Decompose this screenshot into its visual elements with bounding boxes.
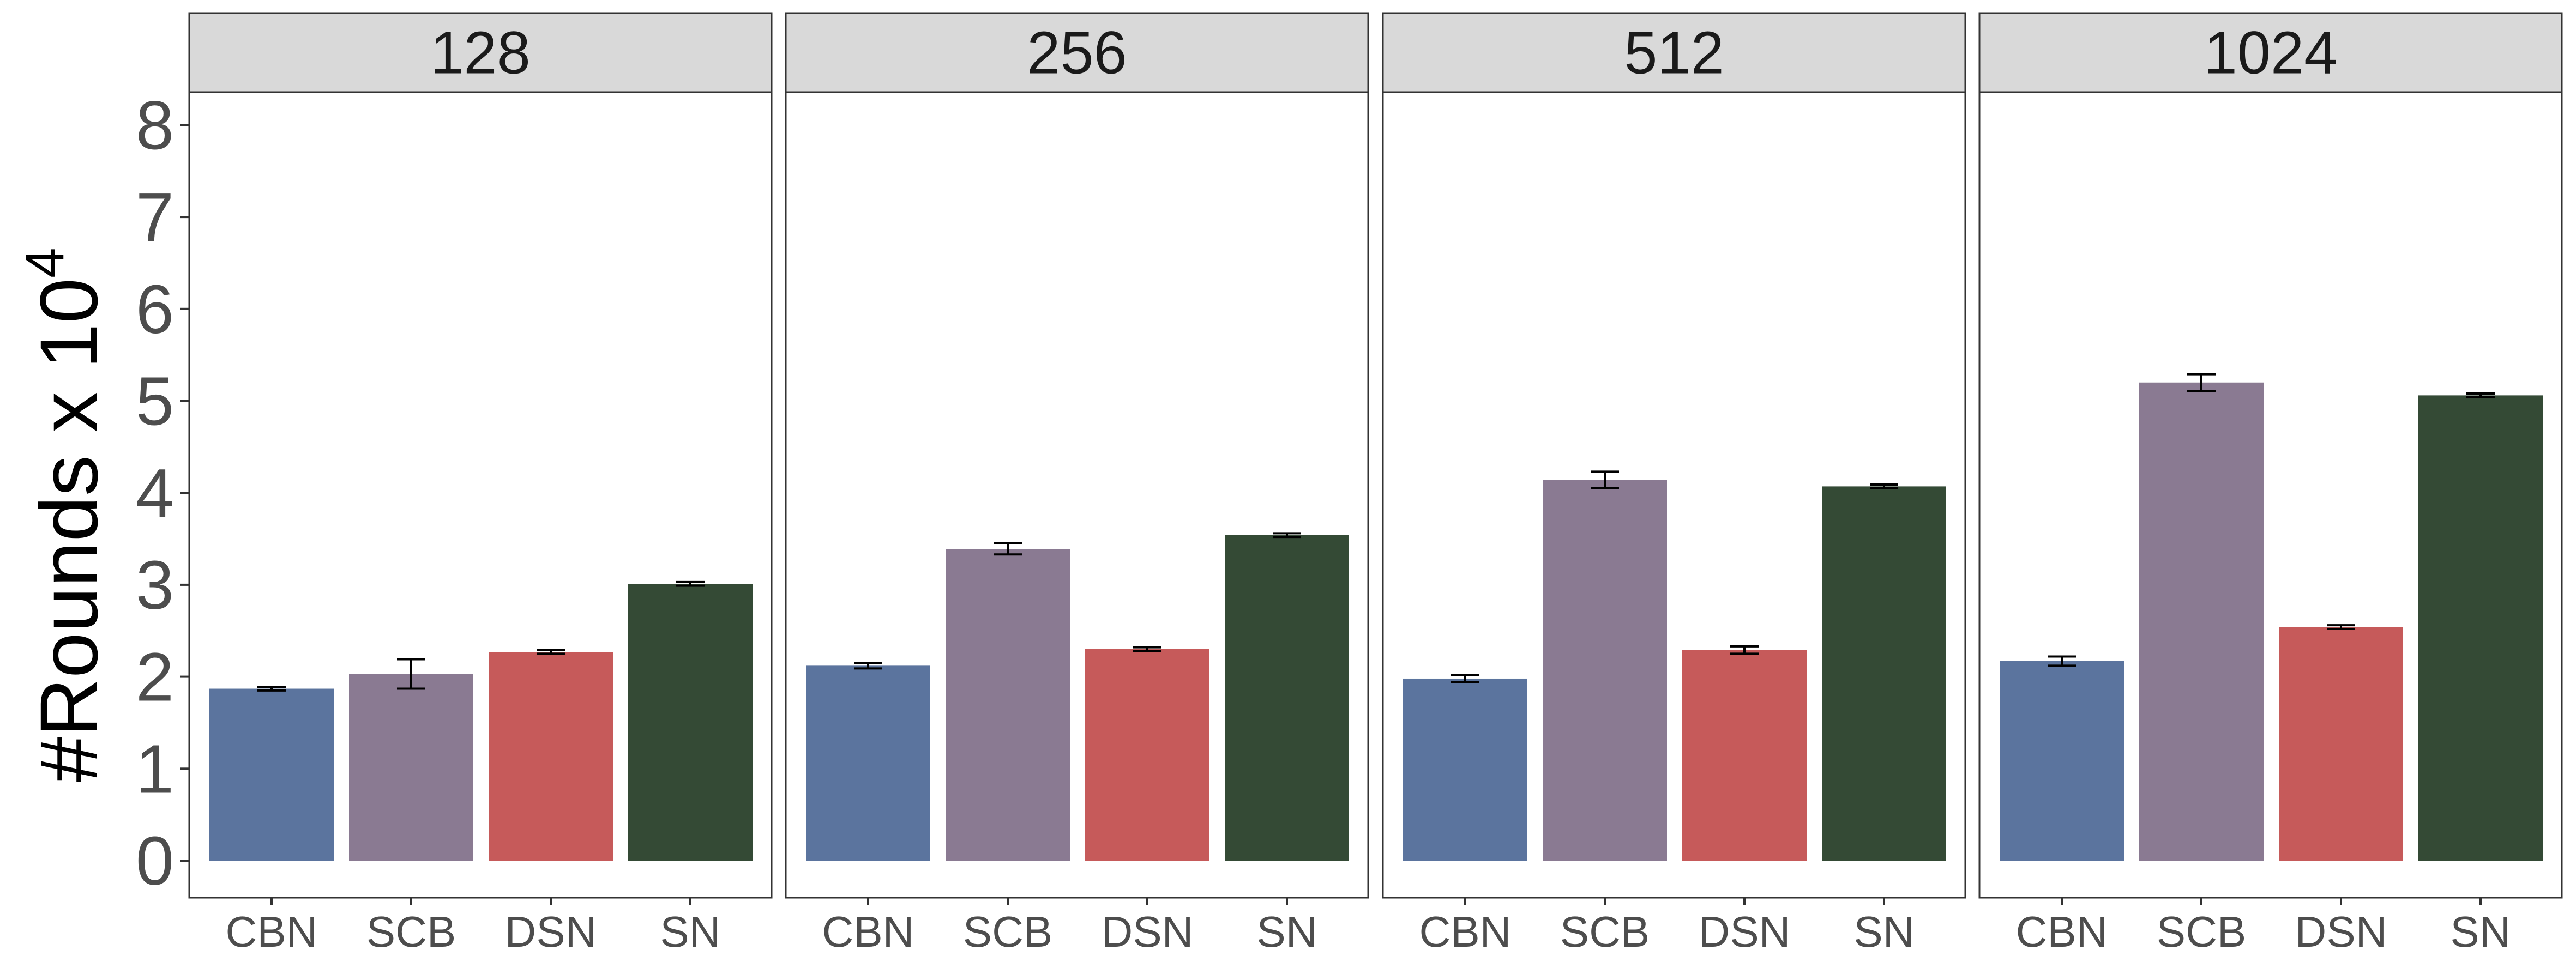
bar-sn [2418, 395, 2543, 861]
bar-cbn [209, 688, 334, 861]
x-tick-label: SN [2450, 908, 2511, 956]
panel-border [1382, 91, 1966, 899]
x-tick-label: SCB [963, 908, 1053, 956]
x-tick-label: SN [1256, 908, 1317, 956]
bar-sn [1822, 486, 1946, 861]
panel-border [1978, 91, 2563, 899]
x-tick-label: DSN [2295, 908, 2387, 956]
panel-128: 128 CBN SCB DSN SN [188, 12, 773, 956]
panel-512: 512 CBN SCB DSN SN [1382, 12, 1966, 956]
panel-border [188, 91, 773, 899]
y-axis-title: #Rounds x 104 [14, 247, 115, 782]
y-tick-label: 2 [136, 639, 174, 716]
panel-strip [188, 12, 773, 93]
panel-strip-label: 256 [1027, 20, 1127, 87]
panel-strip-label: 512 [1624, 20, 1724, 87]
bar-cbn [806, 666, 930, 861]
bar-sn [628, 584, 753, 861]
bar-dsn [1682, 650, 1807, 861]
panel-strip [1978, 12, 2563, 93]
x-tick-label: SCB [1560, 908, 1650, 956]
bar-cbn [1403, 678, 1527, 861]
panel-border [785, 91, 1369, 899]
y-tick-label: 6 [136, 271, 174, 348]
bar-dsn [2279, 627, 2403, 861]
y-tick-label: 5 [136, 363, 174, 440]
bar-dsn [489, 652, 613, 861]
bar-scb [1543, 480, 1667, 861]
bar-scb [2139, 382, 2264, 861]
y-tick-label: 3 [136, 547, 174, 624]
x-tick-label: CBN [1419, 908, 1512, 956]
x-tick-label: SCB [366, 908, 456, 956]
panel-strip-label: 1024 [2204, 20, 2338, 87]
x-tick-label: CBN [822, 908, 914, 956]
x-tick-label: SN [1853, 908, 1914, 956]
bar-scb [349, 674, 473, 861]
panel-strip-label: 128 [430, 20, 531, 87]
panel-strip [1382, 12, 1966, 93]
bar-cbn [2000, 661, 2124, 861]
bar-scb [946, 549, 1070, 861]
panel-1024: 1024 CBN SCB DSN SN [1978, 12, 2563, 956]
x-tick-label: CBN [2016, 908, 2108, 956]
bar-sn [1225, 535, 1349, 861]
y-tick-label: 8 [136, 87, 174, 164]
x-tick-label: CBN [226, 908, 318, 956]
y-tick-label: 0 [136, 822, 174, 899]
x-tick-label: SCB [2157, 908, 2247, 956]
y-tick-label: 1 [136, 730, 174, 807]
panel-256: 256 CBN SCB DSN SN [785, 12, 1369, 956]
x-tick-label: SN [660, 908, 720, 956]
x-tick-label: DSN [505, 908, 597, 956]
bar-dsn [1085, 649, 1209, 861]
x-tick-label: DSN [1699, 908, 1791, 956]
y-tick-label: 7 [136, 179, 174, 256]
x-tick-label: DSN [1102, 908, 1194, 956]
y-tick-label: 4 [136, 455, 174, 531]
